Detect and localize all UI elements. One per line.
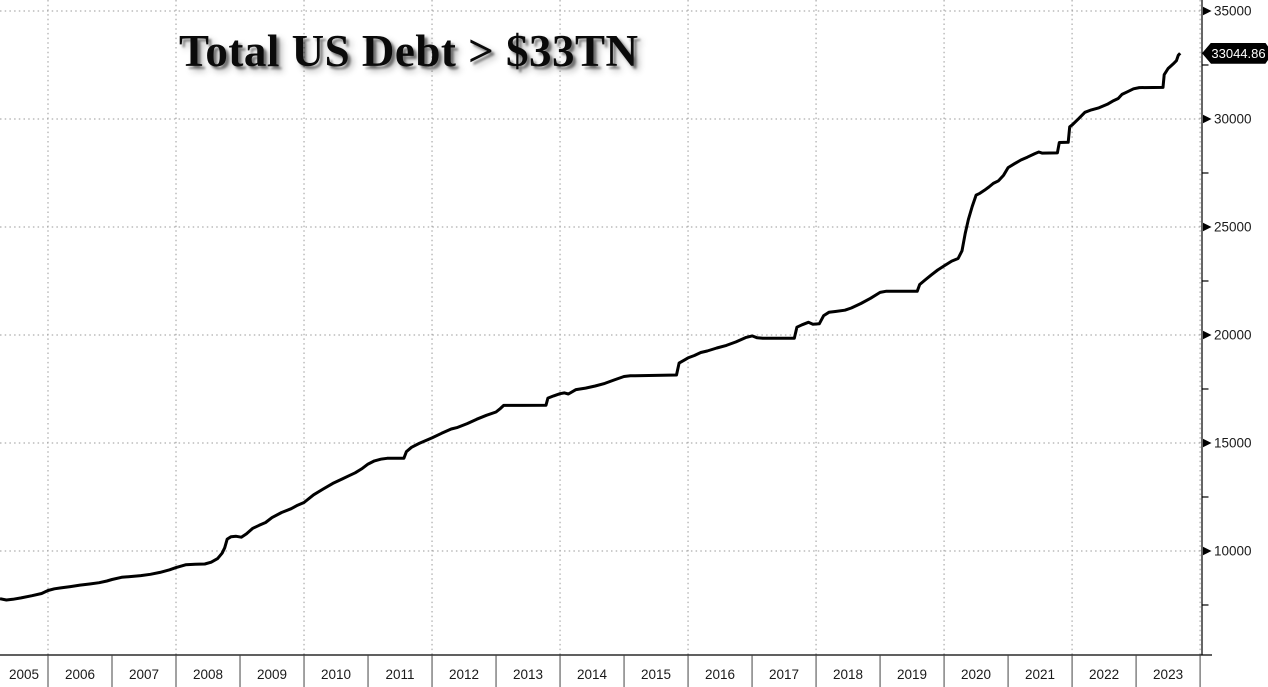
y-axis-tick-label: 35000 <box>1214 3 1252 18</box>
y-axis-tick-arrow <box>1203 438 1212 448</box>
x-axis-year-label: 2011 <box>386 667 415 682</box>
y-axis-tick-arrow <box>1203 546 1212 556</box>
y-axis-tick-arrow <box>1203 330 1212 340</box>
x-axis-year-label: 2010 <box>321 667 351 682</box>
y-axis-tick-arrow <box>1203 114 1212 124</box>
y-axis-tick-label: 15000 <box>1214 435 1252 450</box>
x-axis-year-label: 2009 <box>257 667 287 682</box>
x-axis-year-label: 2021 <box>1025 667 1055 682</box>
y-axis-tick-label: 30000 <box>1214 111 1252 126</box>
y-axis-tick-arrow <box>1203 222 1212 232</box>
y-axis-tick-label: 20000 <box>1214 327 1252 342</box>
x-axis-year-label: 2008 <box>193 667 223 682</box>
x-axis-year-label: 2015 <box>641 667 671 682</box>
x-axis-year-label: 2012 <box>449 667 479 682</box>
x-axis-year-label: 2005 <box>9 667 39 682</box>
y-axis-tick-label: 25000 <box>1214 219 1252 234</box>
y-axis-tick-label: 10000 <box>1214 543 1252 558</box>
debt-line <box>0 52 1182 602</box>
x-axis-year-label: 2006 <box>65 667 95 682</box>
x-axis-year-label: 2014 <box>577 667 608 682</box>
x-axis-year-label: 2020 <box>961 667 991 682</box>
last-value-text: 33044.86 <box>1211 45 1266 61</box>
last-value-tag: 33044.86 <box>1202 42 1268 64</box>
x-axis-year-label: 2019 <box>897 667 927 682</box>
y-axis-tick-arrow <box>1203 6 1212 16</box>
x-axis-year-label: 2017 <box>769 667 799 682</box>
x-axis-year-label: 2013 <box>513 667 543 682</box>
x-axis-year-label: 2016 <box>705 667 735 682</box>
x-axis-year-label: 2007 <box>129 667 159 682</box>
x-axis-year-label: 2018 <box>833 667 863 682</box>
x-axis-year-label: 2023 <box>1153 667 1183 682</box>
x-axis-year-label: 2022 <box>1089 667 1119 682</box>
